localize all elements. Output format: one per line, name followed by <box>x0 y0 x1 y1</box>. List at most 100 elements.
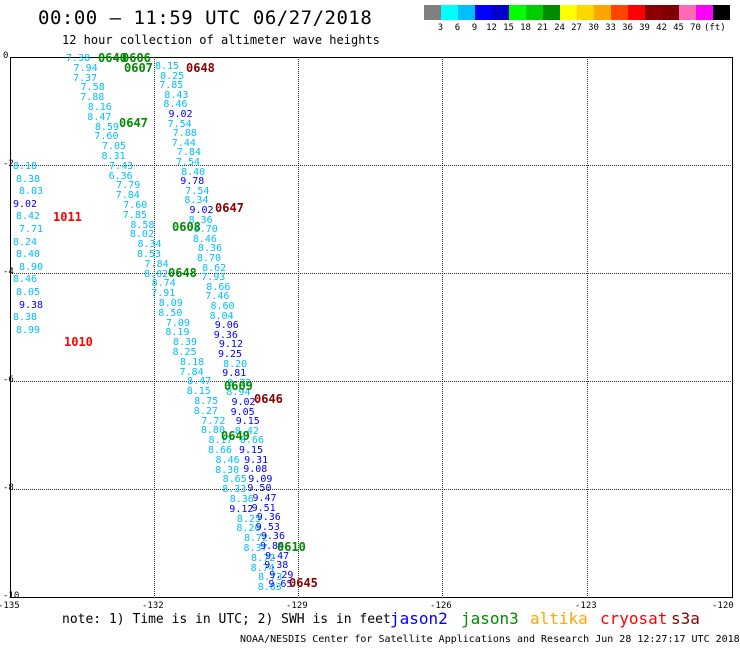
swh-value: 8.60 <box>210 301 235 312</box>
swh-value: 8.36 <box>188 214 213 226</box>
swh-value: 8.30 <box>215 464 240 476</box>
swh-value: 8.24 <box>13 236 38 248</box>
swh-value: 8.05 <box>16 287 41 298</box>
swh-value: 8.39 <box>172 337 198 349</box>
color-swatch <box>492 5 509 20</box>
swh-value: 7.37 <box>73 72 98 84</box>
swh-value: 9.25 <box>218 349 243 360</box>
swh-value: 9.12 <box>218 339 243 351</box>
swh-value: 8.33 <box>222 484 247 496</box>
color-scale-label: 18 <box>520 23 531 33</box>
pass-time-label: 0648 <box>186 61 215 75</box>
pass-time-label: 0645 <box>289 576 318 590</box>
color-swatch <box>696 5 713 20</box>
color-scale-label: 15 <box>503 23 514 33</box>
swh-value: 8.46 <box>192 233 217 245</box>
swh-value: 9.15 <box>239 445 264 456</box>
swh-value: 8.80 <box>200 425 225 437</box>
swh-value: 7.84 <box>115 190 140 202</box>
swh-value: 8.36 <box>229 494 254 505</box>
color-swatch <box>509 5 526 20</box>
color-swatch <box>594 5 611 20</box>
swh-value: 8.15 <box>186 386 211 398</box>
swh-value: 7.84 <box>144 258 169 270</box>
credit-line: NOAA/NESDIS Center for Satellite Applica… <box>240 634 740 645</box>
swh-value: 8.16 <box>87 102 112 113</box>
color-swatch <box>577 5 594 20</box>
swh-value: 9.47 <box>265 550 290 562</box>
swh-value: 9.81 <box>222 368 247 380</box>
swh-value: 8.43 <box>164 89 189 101</box>
swh-value: 7.43 <box>109 160 134 172</box>
swh-value: 8.65 <box>222 474 247 486</box>
swh-value: 8.27 <box>193 405 218 417</box>
color-scale-label: 6 <box>454 23 461 33</box>
swh-value: 7.88 <box>172 128 197 140</box>
swh-value: 8.47 <box>87 111 112 123</box>
swh-value: 8.04 <box>209 310 234 322</box>
color-scale-label: 24 <box>554 23 565 33</box>
pass-time-label: 1010 <box>64 335 93 349</box>
latitude-gridline <box>10 273 733 274</box>
swh-value: 6.36 <box>108 170 133 182</box>
color-swatch <box>611 5 628 20</box>
swh-value: 9.02 <box>13 198 38 210</box>
y-tick-label: -6 <box>3 375 14 385</box>
swh-value: 8.15 <box>155 61 180 72</box>
color-scale-label: 12 <box>486 23 497 33</box>
swh-value: 9.38 <box>19 299 44 311</box>
swh-value: 8.46 <box>13 274 38 286</box>
swh-value: 7.84 <box>176 147 201 159</box>
swh-value: 8.02 <box>144 268 169 280</box>
swh-value: 7.46 <box>205 291 230 303</box>
swh-value: 8.74 <box>250 562 275 574</box>
swh-value: 7.58 <box>80 82 105 94</box>
swh-value: 7.60 <box>94 131 119 143</box>
y-tick-label: -8 <box>3 483 14 493</box>
swh-value: 7.93 <box>201 272 226 284</box>
latitude-gridline <box>10 489 733 490</box>
swh-value: 8.18 <box>180 356 205 368</box>
color-swatch <box>628 5 645 20</box>
color-swatch <box>645 5 662 20</box>
swh-value: 7.79 <box>116 180 141 192</box>
pass-time-label: 0647 <box>215 201 244 215</box>
swh-value: 8.40 <box>181 166 206 178</box>
swh-value: 8.46 <box>215 454 240 466</box>
swh-value: 8.37 <box>243 543 268 554</box>
swh-value: 8.66 <box>208 445 233 456</box>
color-swatch <box>543 5 560 20</box>
color-swatch <box>526 5 543 20</box>
swh-value: 7.91 <box>151 288 176 300</box>
pass-time-label: 0608 <box>172 220 201 234</box>
swh-value: 8.36 <box>197 243 222 255</box>
swh-value: 8.09 <box>158 298 183 309</box>
swh-value: 9.02 <box>231 397 256 408</box>
swh-value: 8.25 <box>172 347 197 358</box>
color-scale-label: 42 <box>656 23 667 33</box>
color-scale-label: 21 <box>537 23 548 33</box>
legend-item-s3a: s3a <box>671 609 700 628</box>
swh-value: 8.75 <box>194 396 219 407</box>
x-tick-label: -132 <box>142 601 164 611</box>
swh-value: 8.53 <box>137 249 162 260</box>
swh-value: 8.72 <box>243 533 269 545</box>
x-tick-label: -123 <box>575 601 597 611</box>
longitude-gridline <box>587 57 588 598</box>
swh-value: 8.02 <box>129 229 154 241</box>
swh-value: 8.94 <box>226 387 251 399</box>
footer-note: note: 1) Time is in UTC; 2) SWH is in fe… <box>62 612 391 627</box>
color-swatch <box>424 5 441 20</box>
swh-value: 9.31 <box>244 454 269 466</box>
swh-value: 9.09 <box>248 473 273 485</box>
color-swatch <box>679 5 696 20</box>
swh-value: 8.17 <box>208 435 233 447</box>
swh-value: 8.38 <box>13 312 38 324</box>
swh-value: 8.73 <box>258 572 283 584</box>
x-tick-label: -135 <box>0 601 20 611</box>
legend-item-jason2: jason2 <box>390 609 448 628</box>
pass-time-label: 1011 <box>53 210 82 224</box>
y-tick-label: -2 <box>3 159 14 169</box>
pass-time-label: 0640 <box>98 51 127 65</box>
swh-value: 9.47 <box>252 493 277 504</box>
